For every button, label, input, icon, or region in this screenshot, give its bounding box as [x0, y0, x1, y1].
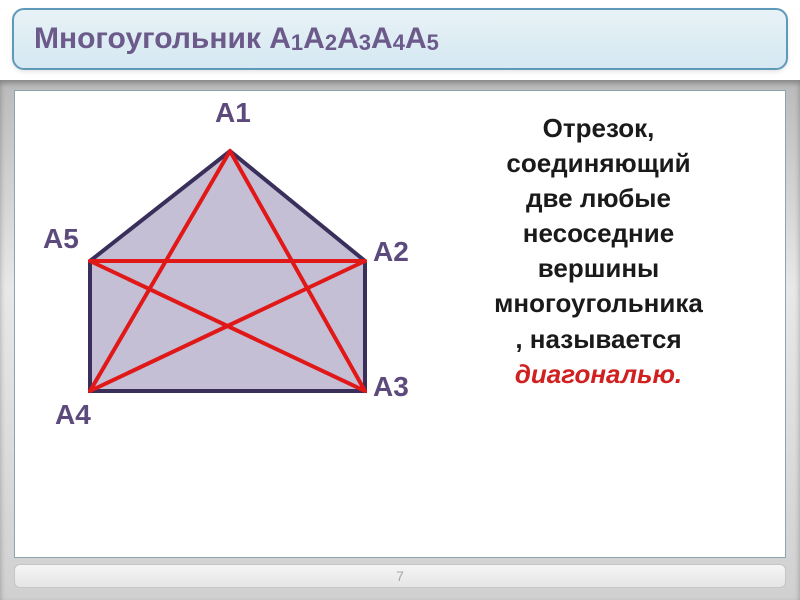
def-line: Отрезок,: [543, 113, 655, 143]
title-word: Многоугольник: [34, 22, 261, 55]
vertex-label-A4: А4: [55, 399, 91, 431]
definition-text: Отрезок, соединяющий две любые несоседни…: [432, 111, 765, 392]
chalkboard-frame: А1 А2 А3 А4 А5 Отрезок, соединяющий две любы…: [0, 80, 800, 600]
slide-title: Многоугольник А1А2А3А4А5: [34, 22, 766, 56]
title-vertices: А1А2А3А4А5: [269, 22, 439, 55]
polygon-diagram: [15, 91, 455, 551]
def-line: две любые: [526, 183, 671, 213]
page-number: 7: [396, 568, 404, 584]
def-highlight: диагональю.: [515, 359, 682, 389]
def-line: несоседние: [523, 218, 674, 248]
def-line: вершины: [538, 253, 660, 283]
def-line: многоугольника: [494, 288, 703, 318]
def-line: соединяющий: [506, 148, 690, 178]
vertex-label-A3: А3: [373, 371, 409, 403]
vertex-label-A1: А1: [215, 97, 251, 129]
diagram-area: А1 А2 А3 А4 А5: [15, 91, 422, 557]
whiteboard: А1 А2 А3 А4 А5 Отрезок, соединяющий две любы…: [14, 90, 786, 558]
slide-footer: 7: [14, 564, 786, 588]
definition-area: Отрезок, соединяющий две любые несоседни…: [422, 91, 785, 557]
vertex-label-A5: А5: [43, 223, 79, 255]
vertex-label-A2: А2: [373, 236, 409, 268]
def-line: , называется: [515, 324, 681, 354]
title-bar: Многоугольник А1А2А3А4А5: [12, 8, 788, 70]
